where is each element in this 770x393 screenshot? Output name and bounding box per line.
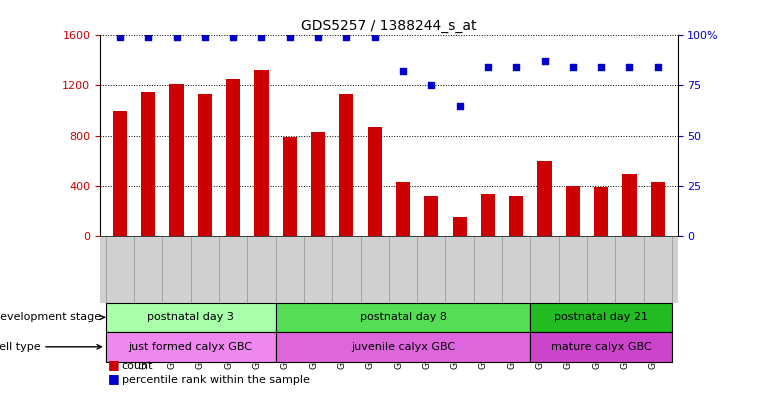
Text: count: count [122, 362, 153, 371]
Bar [396, 182, 410, 236]
Bar [531, 332, 672, 362]
Bar [622, 174, 637, 236]
Point [369, 34, 381, 40]
Bar [198, 94, 212, 236]
Point [567, 64, 579, 71]
Point [170, 34, 182, 40]
Bar [311, 132, 325, 236]
Point [312, 34, 324, 40]
Bar [105, 303, 276, 332]
Bar [453, 217, 467, 236]
Point [340, 34, 353, 40]
Point [142, 34, 155, 40]
Text: ■: ■ [108, 372, 119, 385]
Point [454, 102, 466, 108]
Title: GDS5257 / 1388244_s_at: GDS5257 / 1388244_s_at [301, 19, 477, 33]
Bar [367, 127, 382, 236]
Bar [424, 196, 438, 236]
Bar [594, 187, 608, 236]
Point [595, 64, 608, 71]
Text: postnatal day 21: postnatal day 21 [554, 312, 648, 322]
Bar [340, 94, 353, 236]
Bar [105, 332, 276, 362]
Bar [254, 70, 269, 236]
Point [651, 64, 664, 71]
Point [256, 34, 268, 40]
Text: percentile rank within the sample: percentile rank within the sample [122, 375, 310, 385]
Point [624, 64, 636, 71]
Bar [276, 332, 531, 362]
Bar [509, 196, 524, 236]
Bar [651, 182, 665, 236]
Point [425, 82, 437, 88]
Bar [480, 195, 495, 236]
Text: ■: ■ [108, 358, 119, 371]
Point [283, 34, 296, 40]
Point [510, 64, 522, 71]
Point [397, 68, 409, 75]
Bar [283, 137, 297, 236]
Point [538, 58, 551, 64]
Bar [113, 110, 127, 236]
Point [114, 34, 126, 40]
Bar [566, 185, 580, 236]
Point [227, 34, 239, 40]
Text: just formed calyx GBC: just formed calyx GBC [129, 342, 253, 352]
Point [482, 64, 494, 71]
Bar [537, 161, 551, 236]
Text: postnatal day 8: postnatal day 8 [360, 312, 447, 322]
Bar [276, 303, 531, 332]
Bar [141, 92, 156, 236]
Bar [531, 303, 672, 332]
Text: postnatal day 3: postnatal day 3 [147, 312, 234, 322]
Text: juvenile calyx GBC: juvenile calyx GBC [351, 342, 455, 352]
Bar [169, 84, 183, 236]
Text: development stage: development stage [0, 312, 104, 322]
Text: mature calyx GBC: mature calyx GBC [551, 342, 651, 352]
Text: cell type: cell type [0, 342, 102, 352]
Bar [226, 79, 240, 236]
Point [199, 34, 211, 40]
